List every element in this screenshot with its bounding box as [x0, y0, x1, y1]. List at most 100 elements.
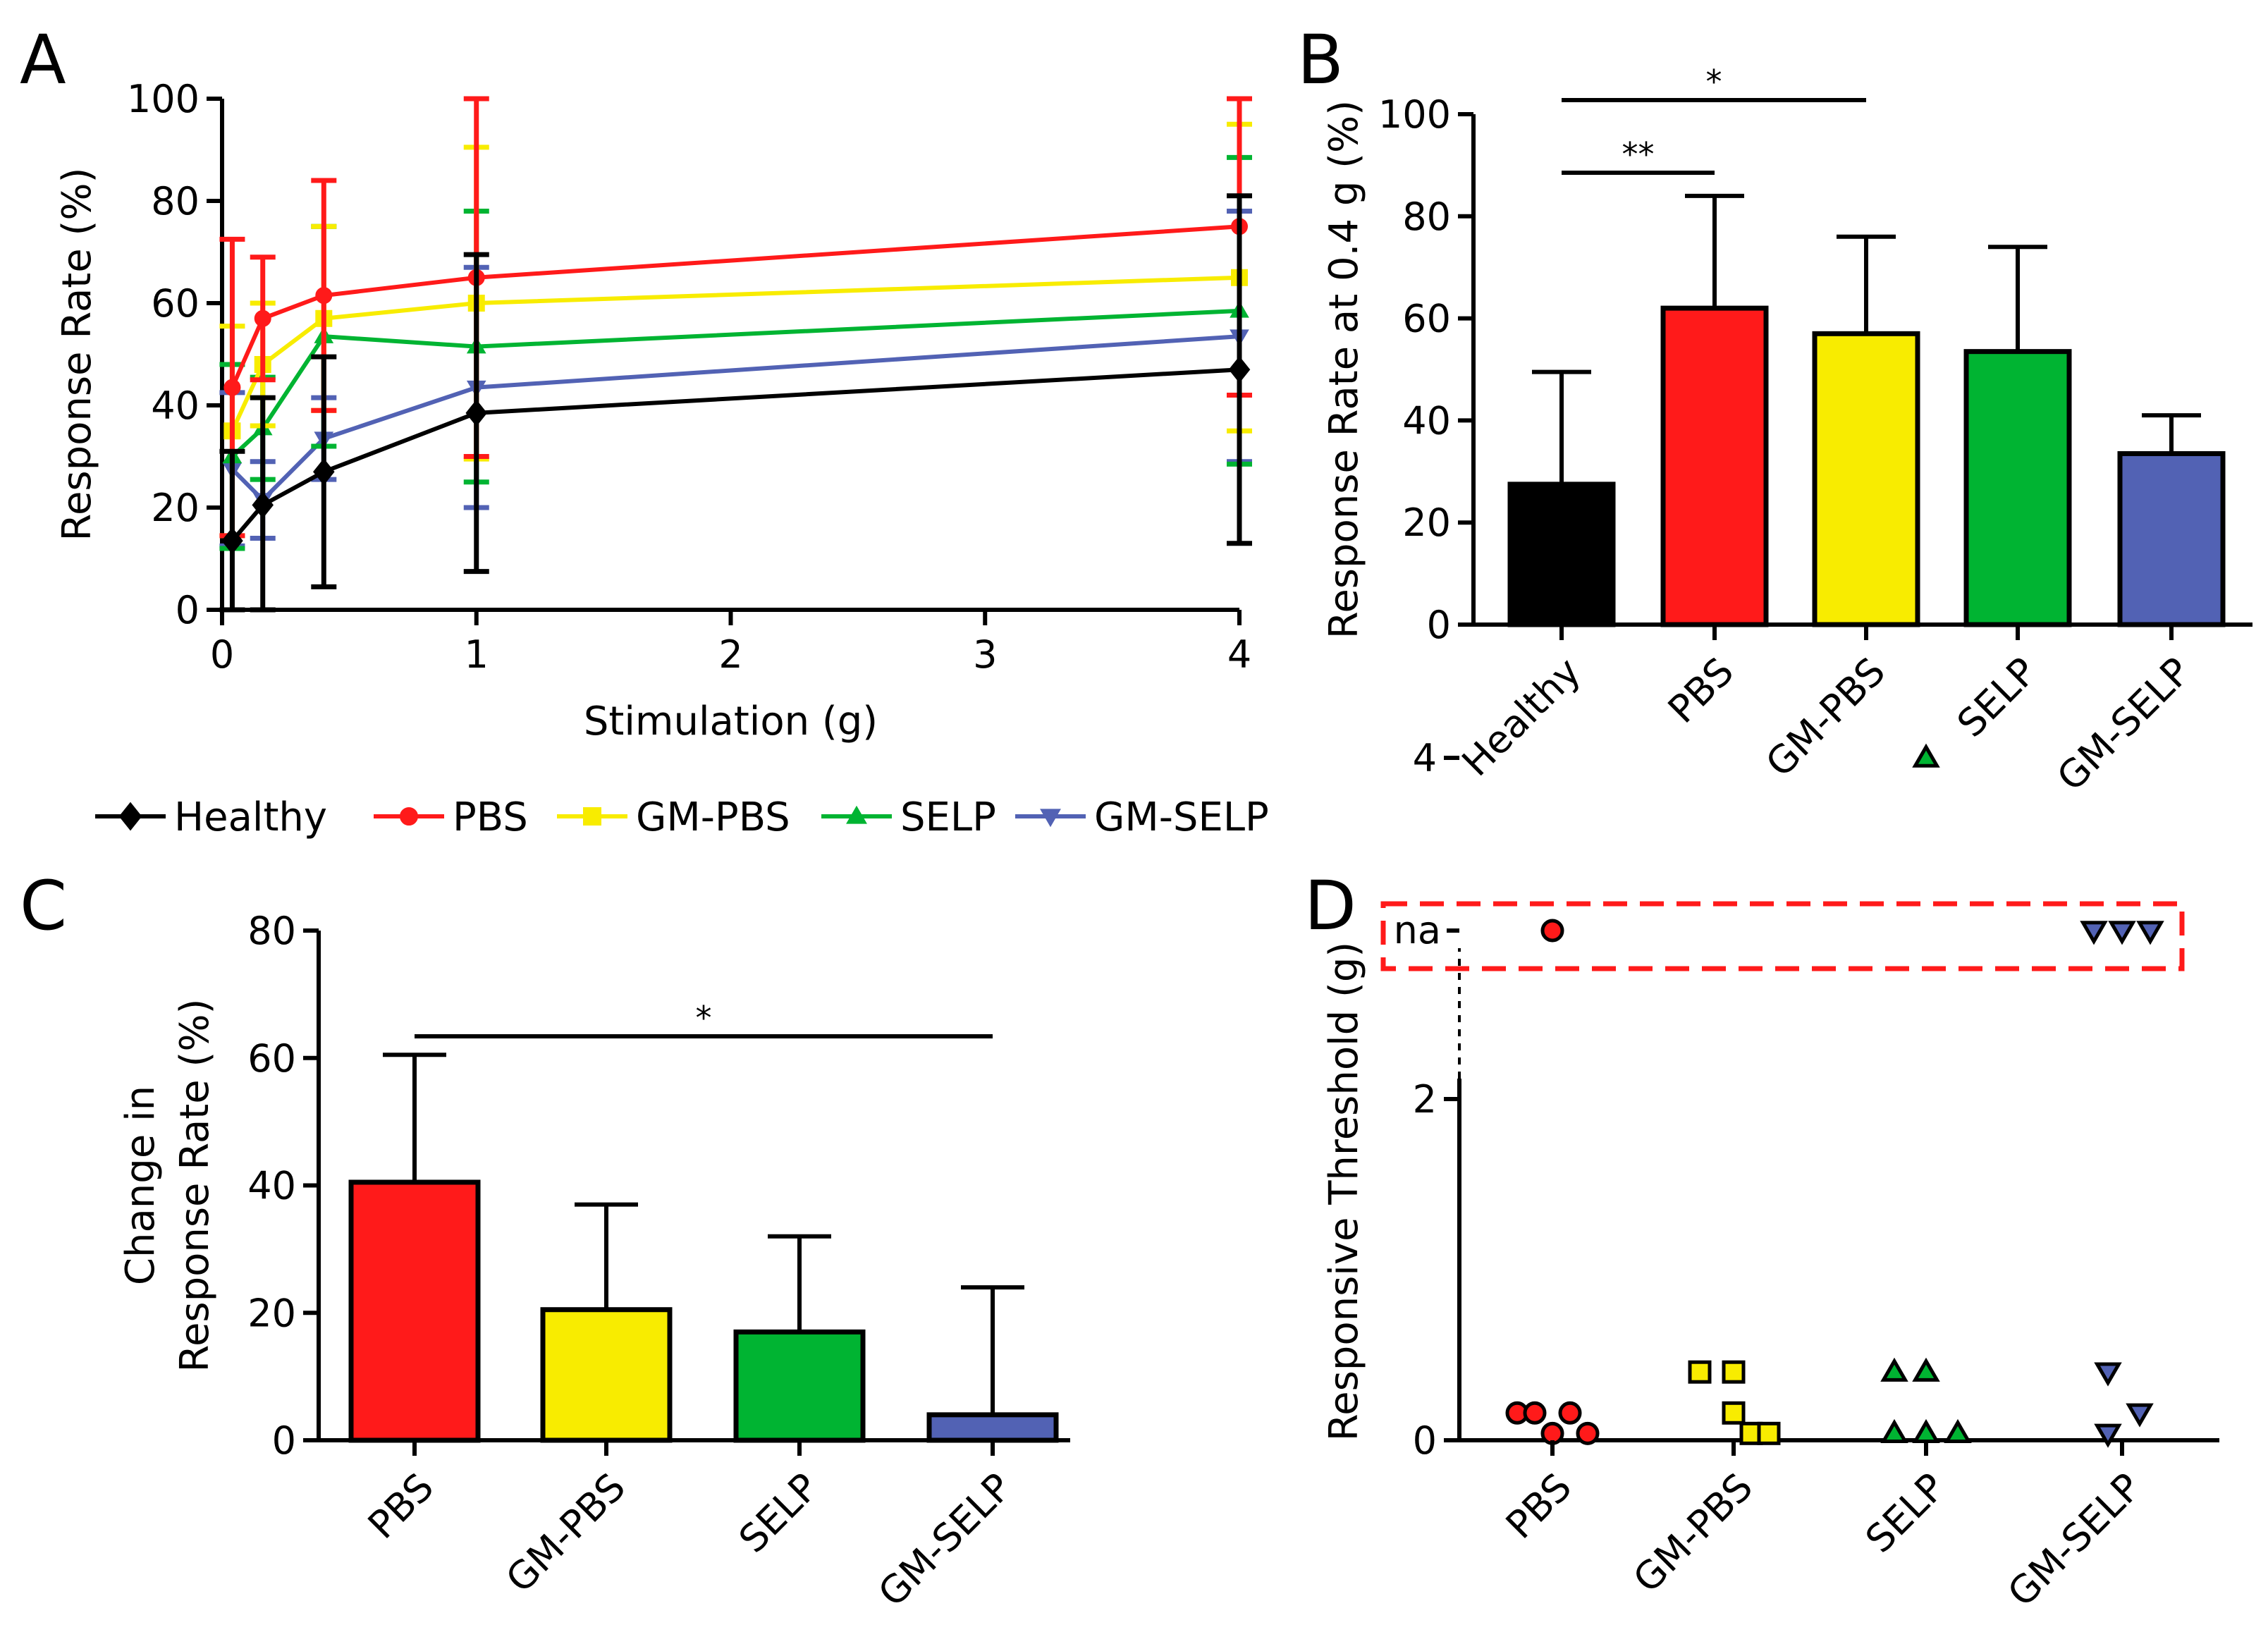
panel-a-x-axis-title: Stimulation (g) [584, 699, 878, 744]
panel-b-bar-pbs [1660, 305, 1769, 627]
panel-c-x-tick-label: GM-SELP [870, 1465, 1021, 1616]
panel-a-point-healthy [465, 399, 488, 427]
legend-label-selp: SELP [900, 795, 996, 840]
panel-a-series-line-selp [231, 308, 1240, 458]
panel-b-x-tick-label: Healthy [1454, 649, 1590, 785]
panel-d-point-gm-selp [2126, 1403, 2154, 1428]
panel-d-x-tick-label: SELP [1857, 1465, 1954, 1562]
panel-a-x-tick-label: 4 [1227, 632, 1251, 677]
panel-b-y-tick-label: 100 [1378, 92, 1451, 137]
panel-c-y-axis-title-line2: Response Rate (%) [172, 999, 218, 1373]
panel-d-na-point-gm-selp [2136, 921, 2164, 945]
panel-c-significance-label: * [696, 999, 712, 1037]
panel-d-y-axis-title: Responsive Threshold (g) [1321, 942, 1367, 1441]
panel-a-y-axis-title: Response Rate (%) [54, 168, 100, 541]
panel-d-point-gm-pbs [1722, 1360, 1746, 1384]
panel-c-bar-chart: 0 20 40 60 80 PBS GM-PBS SELP GM-SELP * Change in R… [118, 909, 1070, 1615]
panel-a-series-line-gm-pbs [230, 275, 1240, 432]
panel-b-x-tick-label: SELP [1949, 649, 2045, 746]
panel-c-bar-selp [733, 1329, 866, 1443]
panel-b-x-tick-label: PBS [1660, 649, 1742, 732]
panel-d-y-tick-label: 2 [1413, 1077, 1437, 1122]
panel-a-point-healthy [1228, 356, 1251, 384]
panel-c-y-tick-label: 80 [247, 909, 296, 953]
panel-a-y-tick-label: 100 [127, 77, 200, 121]
panel-c-y-tick-label: 20 [247, 1291, 296, 1335]
panel-c-y-tick-label: 0 [272, 1418, 296, 1463]
panel-label-c: C [20, 866, 67, 945]
legend-label-healthy: Healthy [174, 795, 327, 840]
panel-c-x-tick-label: SELP [730, 1465, 827, 1562]
series-legend: Healthy PBS GM-PBS SELP GM-SELP [95, 795, 1269, 840]
panel-d-x-tick-label: GM-SELP [1999, 1465, 2150, 1616]
panel-d-x-tick-label: GM-PBS [1625, 1465, 1762, 1602]
panel-d-point-pbs [1523, 1401, 1547, 1425]
panel-a-x-tick-label: 1 [465, 632, 489, 677]
legend-label-gm-pbs: GM-PBS [636, 795, 790, 840]
panel-c-y-tick-label: 60 [247, 1036, 296, 1081]
panel-a-x-tick-label: 0 [210, 632, 234, 677]
legend-marker-gm-pbs [583, 807, 601, 826]
panel-a-point-pbs [254, 309, 271, 327]
panel-d-point-selp [1912, 1418, 1940, 1444]
panel-a-y-tick-label: 20 [151, 486, 200, 530]
panel-c-y-axis-title-line1: Change in [118, 1086, 164, 1285]
panel-a-series-line-healthy [231, 367, 1240, 543]
panel-d-point-gm-pbs [1722, 1401, 1746, 1425]
panel-b-y-tick-label: 0 [1427, 603, 1451, 647]
panel-d-point-gm-selp [2094, 1423, 2122, 1448]
panel-c-x-tick-label: GM-PBS [498, 1465, 635, 1602]
panel-d-point-selp [1880, 1357, 1908, 1382]
legend-label-pbs: PBS [453, 795, 528, 840]
panel-a-line-chart: 0 20 40 60 80 100 0 1 2 3 4 Stimulation (g) Response… [54, 77, 1252, 744]
panel-a-point-pbs [315, 287, 333, 305]
panel-d-na-highlight-box [1380, 901, 2185, 971]
panel-b-bar-selp [1963, 349, 2072, 627]
legend-marker-healthy [118, 802, 142, 831]
panel-d-point-pbs [1576, 1421, 1600, 1445]
panel-b-bar-chart: 0 20 40 60 80 100 Healthy PBS GM-PBS SELP GM-SELP *… [1321, 63, 2252, 799]
panel-d-na-point-gm-selp [2108, 921, 2136, 945]
panel-b-significance-label: * [1706, 63, 1722, 101]
panel-a-y-tick-label: 40 [151, 384, 200, 428]
panel-d-scatter-chart: na 0 2 4 PBS GM-PBS SELP GM-SELP Responsive Thre… [1321, 736, 2219, 1615]
panel-a-series-line-pbs [230, 224, 1240, 388]
panel-c-bar-gm-selp [926, 1412, 1059, 1443]
panel-a-y-tick-label: 60 [151, 281, 200, 326]
panel-b-bar-healthy [1507, 481, 1616, 627]
panel-b-x-tick-label: GM-PBS [1758, 649, 1894, 786]
panel-a-point-healthy [252, 491, 274, 519]
panel-a-x-tick-label: 2 [718, 632, 742, 677]
panel-d-point-gm-pbs [1688, 1360, 1712, 1384]
panel-label-a: A [20, 20, 66, 99]
panel-a-point-healthy [221, 527, 243, 555]
legend-label-gm-selp: GM-SELP [1094, 795, 1269, 840]
panel-a-point-healthy [313, 458, 335, 486]
panel-d-na-point-gm-selp [2080, 921, 2108, 945]
panel-b-y-tick-label: 80 [1402, 195, 1451, 239]
panel-d-x-tick-label: PBS [1497, 1465, 1580, 1547]
panel-d-na-tick-label: na [1394, 908, 1441, 952]
panel-label-b: B [1297, 20, 1344, 99]
panel-b-y-tick-label: 20 [1402, 501, 1451, 545]
legend-marker-selp [846, 805, 867, 824]
panel-a-point-pbs [223, 379, 241, 396]
panel-c-bar-gm-pbs [540, 1307, 673, 1443]
legend-marker-pbs [400, 807, 418, 826]
panel-d-point-selp [1880, 1418, 1908, 1444]
panel-c-x-tick-label: PBS [360, 1465, 442, 1547]
panel-d-point-pbs [1558, 1401, 1582, 1425]
panel-a-x-tick-label: 3 [973, 632, 997, 677]
panel-b-y-axis-title: Response Rate at 0.4 g (%) [1321, 100, 1367, 639]
panel-d-y-tick-label: 4 [1413, 736, 1437, 780]
panel-d-point-selp [1912, 743, 1940, 768]
panel-c-y-tick-label: 40 [247, 1164, 296, 1208]
panel-d-point-gm-pbs [1757, 1421, 1781, 1445]
panel-a-y-tick-label: 0 [176, 588, 200, 632]
panel-d-na-point-pbs [1540, 919, 1564, 943]
panel-d-point-selp [1912, 1357, 1940, 1382]
panel-a-series-line-gm-selp [231, 334, 1240, 503]
panel-b-y-tick-label: 60 [1402, 297, 1451, 341]
legend-marker-gm-selp [1040, 809, 1061, 828]
